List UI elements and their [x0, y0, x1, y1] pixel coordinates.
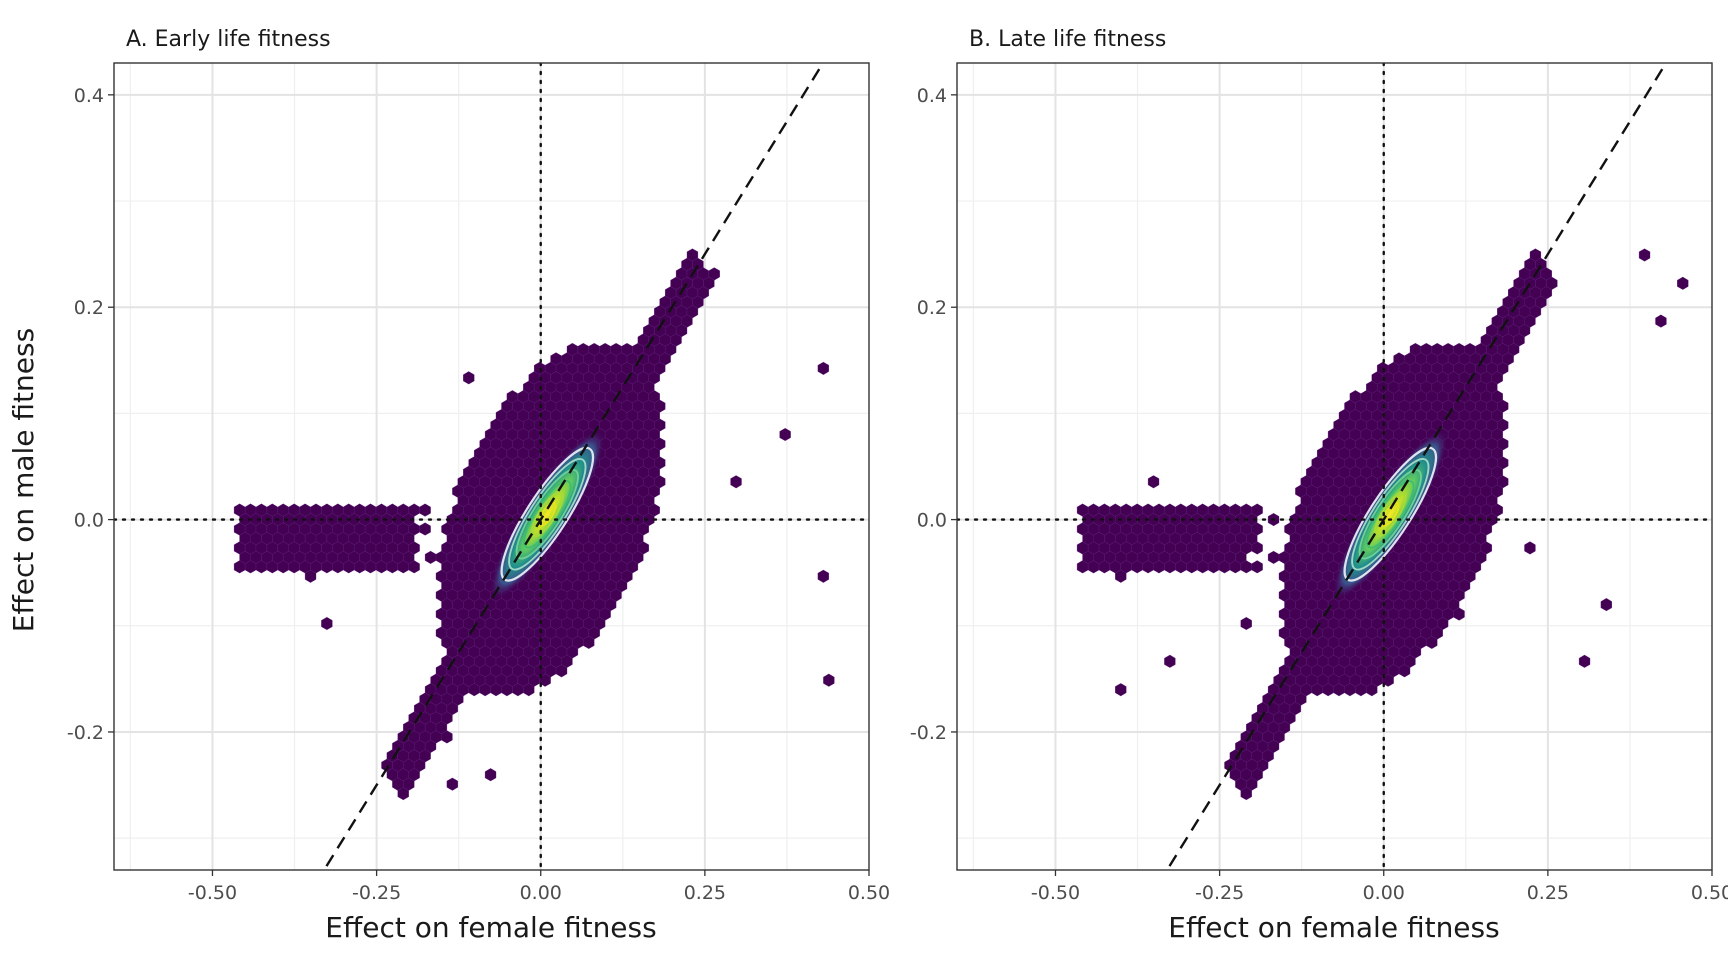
y-tick-label: 0.2 — [74, 297, 104, 319]
plot-frame — [113, 62, 870, 871]
x-tick-label: -0.50 — [1031, 882, 1080, 904]
panel-title: B. Late life fitness — [969, 27, 1166, 52]
hexbin-cell — [779, 427, 791, 442]
hexbin-cell — [1524, 541, 1536, 555]
y-tick-label: 0.0 — [74, 510, 104, 532]
y-tick-label: -0.2 — [67, 722, 104, 744]
x-tick-label: 0.25 — [1527, 882, 1569, 904]
hexbin-cell — [730, 475, 742, 489]
hexbin-layer — [1076, 248, 1689, 801]
plot-frame — [956, 62, 1713, 871]
x-tick-label: -0.25 — [352, 882, 401, 904]
hexbin-cell — [321, 616, 333, 631]
density-contour — [530, 491, 564, 538]
hexbin-cell — [1655, 314, 1667, 328]
reference-lines — [114, 63, 869, 870]
density-contour — [1358, 469, 1422, 560]
hexbin-cell — [1426, 635, 1438, 649]
hexbin-cell — [1251, 541, 1263, 555]
reference-lines — [957, 63, 1712, 870]
density-contour — [508, 458, 587, 571]
x-tick-label: 0.00 — [1363, 882, 1405, 904]
y-tick-label: 0.2 — [917, 297, 947, 319]
hexbin-cell — [419, 522, 431, 536]
hexbin-cell — [817, 569, 829, 583]
hexbin-cell — [1115, 569, 1127, 583]
panel-title: A. Early life fitness — [126, 27, 331, 52]
hexbin-cell — [1267, 550, 1280, 564]
hexbin-cell — [1251, 560, 1263, 574]
panel-late-life: B. Late life fitness -0.50 -0.25 0.00 0.25 0… — [910, 27, 1728, 944]
y-tick-label: 0.4 — [74, 85, 104, 107]
y-axis: -0.2 0.0 0.2 0.4 — [67, 85, 114, 744]
y-axis-title: Effect on male fitness — [7, 328, 40, 632]
hexbin-cell — [408, 560, 420, 574]
hexbin-cell — [1600, 598, 1612, 612]
hexbin-cell — [1677, 276, 1689, 290]
y-tick-label: 0.4 — [917, 85, 947, 107]
x-axis: -0.50 -0.25 0.00 0.25 0.50 — [1031, 870, 1728, 904]
hexbin-cell — [1147, 475, 1160, 489]
hexbin-cell — [424, 550, 437, 564]
x-tick-label: 0.50 — [1691, 882, 1728, 904]
hexbin-cell — [1578, 654, 1591, 668]
hexbin-cell — [1366, 683, 1378, 697]
hexbin-cell — [446, 777, 458, 791]
x-axis: -0.50 -0.25 0.00 0.25 0.50 — [188, 870, 890, 904]
hexbin-cell — [823, 673, 835, 687]
hexbin-cell — [304, 569, 317, 583]
hexbin-cell — [1240, 787, 1252, 801]
x-tick-label: 0.25 — [684, 882, 726, 904]
x-tick-label: 0.50 — [848, 882, 890, 904]
density-contour — [1381, 502, 1400, 527]
hexbin-cell — [555, 664, 568, 678]
x-axis-title: Effect on female fitness — [1168, 911, 1499, 944]
y-tick-label: 0.0 — [917, 510, 947, 532]
x-axis-title: Effect on female fitness — [325, 911, 656, 944]
hexbin-cell — [1638, 248, 1651, 262]
gridlines — [957, 63, 1712, 870]
density-contour — [538, 502, 557, 527]
hexbin-cell — [1115, 683, 1127, 697]
identity-line — [1165, 63, 1668, 870]
hexbin-cell — [484, 768, 497, 782]
x-tick-label: 0.00 — [520, 882, 562, 904]
hexbin-cell — [463, 371, 475, 385]
density-contour — [1351, 458, 1430, 571]
x-tick-label: -0.50 — [188, 882, 237, 904]
hexbin-cell — [1240, 616, 1252, 631]
y-axis: -0.2 0.0 0.2 0.4 — [910, 85, 957, 744]
hexbin-cell — [1164, 654, 1176, 668]
density-contour — [1373, 491, 1407, 538]
hexbin-cell — [817, 361, 829, 375]
hexbin-cell — [397, 787, 409, 801]
hexbin-cell — [419, 503, 431, 517]
hexbin-cell — [1453, 607, 1465, 621]
density-contour — [515, 469, 579, 560]
hexbin-cell — [583, 635, 595, 649]
hexbin-cell — [441, 730, 453, 744]
hexbin-cell — [1398, 664, 1411, 678]
x-tick-label: -0.25 — [1195, 882, 1244, 904]
hexbin-cell — [523, 683, 535, 697]
y-tick-label: -0.2 — [910, 722, 947, 744]
panel-early-life: A. Early life fitness -0.50 -0.25 0.00 0.25… — [67, 27, 890, 944]
identity-line — [322, 63, 825, 870]
